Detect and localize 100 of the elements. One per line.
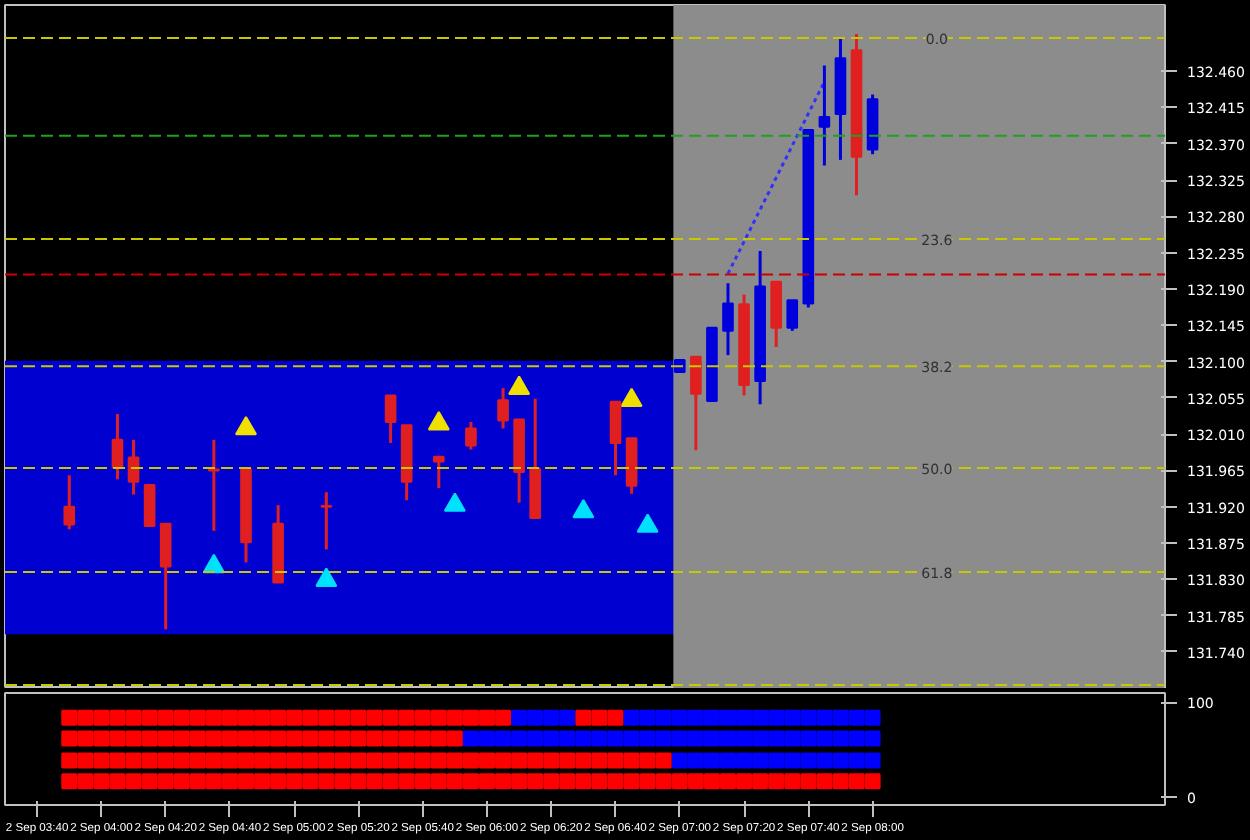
point xyxy=(173,709,190,726)
point xyxy=(607,752,624,769)
point xyxy=(189,752,206,769)
point xyxy=(157,752,174,769)
point xyxy=(864,773,881,790)
point xyxy=(543,773,560,790)
point xyxy=(832,773,849,790)
point xyxy=(382,773,399,790)
point xyxy=(575,709,592,726)
point xyxy=(607,709,624,726)
point xyxy=(478,773,495,790)
point xyxy=(511,773,528,790)
point xyxy=(238,752,254,769)
point xyxy=(703,773,720,790)
point xyxy=(784,773,801,790)
point xyxy=(639,773,656,790)
point xyxy=(61,752,78,769)
point xyxy=(655,730,672,747)
point xyxy=(591,773,608,790)
point xyxy=(816,730,833,747)
point xyxy=(302,709,319,726)
point xyxy=(719,773,736,790)
point xyxy=(591,709,608,726)
point xyxy=(864,730,881,747)
point xyxy=(543,730,560,747)
point xyxy=(462,773,479,790)
point xyxy=(286,709,303,726)
point xyxy=(495,730,512,747)
point xyxy=(286,773,303,790)
point xyxy=(703,730,720,747)
point xyxy=(286,752,303,769)
point xyxy=(302,752,319,769)
point xyxy=(173,773,190,790)
point xyxy=(671,730,688,747)
point xyxy=(607,773,624,790)
point xyxy=(141,773,158,790)
point xyxy=(125,709,142,726)
point xyxy=(495,752,512,769)
point xyxy=(719,730,736,747)
point xyxy=(623,730,640,747)
point xyxy=(398,773,415,790)
point xyxy=(254,709,271,726)
point xyxy=(687,773,704,790)
point xyxy=(205,773,222,790)
point xyxy=(623,752,640,769)
point xyxy=(77,773,94,790)
point xyxy=(848,773,865,790)
point xyxy=(157,773,174,790)
point xyxy=(575,752,592,769)
point xyxy=(800,773,817,790)
point xyxy=(382,709,399,726)
point xyxy=(559,752,576,769)
point xyxy=(430,752,447,769)
point xyxy=(93,773,110,790)
point xyxy=(334,773,351,790)
point xyxy=(511,730,528,747)
point xyxy=(350,709,367,726)
point xyxy=(302,773,319,790)
point xyxy=(221,773,238,790)
point xyxy=(575,730,592,747)
point xyxy=(173,752,190,769)
point xyxy=(109,752,126,769)
point xyxy=(462,730,479,747)
point xyxy=(527,773,544,790)
point xyxy=(607,730,624,747)
point xyxy=(478,730,495,747)
point xyxy=(109,773,126,790)
point xyxy=(77,752,94,769)
point xyxy=(591,752,608,769)
point xyxy=(623,773,640,790)
point xyxy=(238,773,254,790)
point xyxy=(446,752,463,769)
point xyxy=(77,709,94,726)
point xyxy=(318,709,335,726)
point xyxy=(270,773,287,790)
point xyxy=(205,709,222,726)
point xyxy=(446,709,463,726)
point xyxy=(221,709,238,726)
point xyxy=(784,730,801,747)
point xyxy=(639,730,656,747)
point xyxy=(687,730,704,747)
point xyxy=(205,752,222,769)
point xyxy=(125,773,142,790)
point xyxy=(334,752,351,769)
point xyxy=(462,709,479,726)
point xyxy=(254,752,271,769)
point xyxy=(221,752,238,769)
point xyxy=(575,773,592,790)
point xyxy=(591,730,608,747)
point xyxy=(768,773,785,790)
point xyxy=(655,773,672,790)
point xyxy=(511,752,528,769)
point xyxy=(398,752,415,769)
point xyxy=(61,709,78,726)
point xyxy=(478,709,495,726)
point xyxy=(366,773,383,790)
point xyxy=(671,773,688,790)
point xyxy=(238,709,254,726)
point xyxy=(495,709,512,726)
point xyxy=(543,752,560,769)
